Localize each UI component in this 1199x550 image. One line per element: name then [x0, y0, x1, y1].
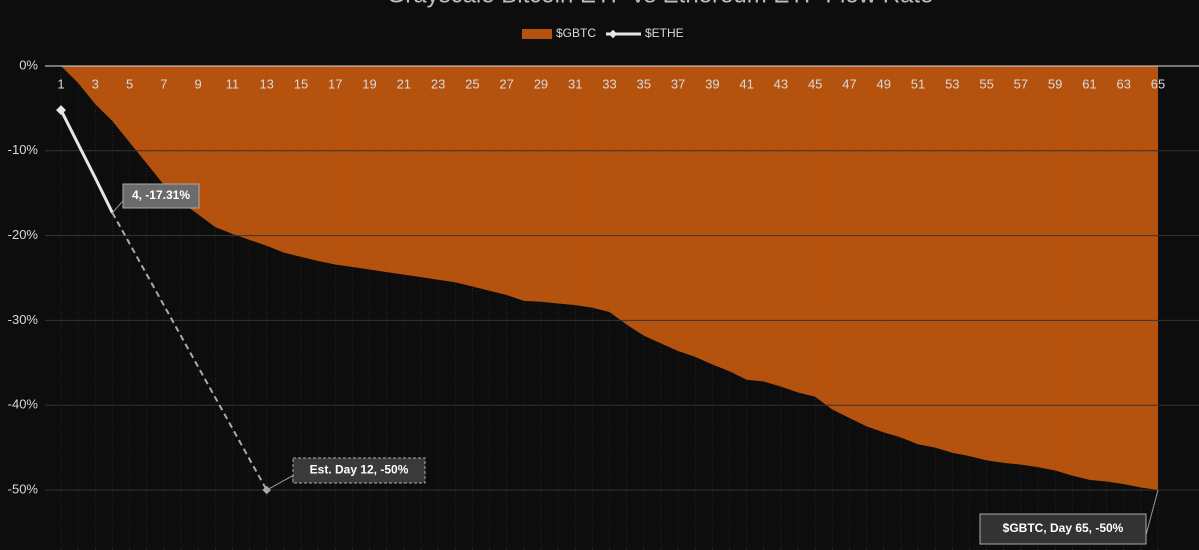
annotation-box: [979, 513, 1147, 545]
y-tick-label: -20%: [8, 227, 39, 242]
annotation-box: [292, 457, 426, 484]
legend-label: $ETHE: [645, 26, 684, 40]
x-tick-label: 7: [160, 76, 167, 91]
x-tick-label: 49: [877, 76, 891, 91]
y-tick-label: -40%: [8, 397, 39, 412]
annotation-connector: [1145, 489, 1159, 544]
x-tick-label: 11: [226, 76, 240, 91]
x-tick-label: 17: [328, 76, 342, 91]
x-tick-label: 27: [499, 76, 513, 91]
x-tick-label: 29: [534, 76, 548, 91]
x-tick-label: 5: [126, 76, 133, 91]
x-tick-label: 63: [1116, 76, 1130, 91]
x-tick-label: 1: [57, 76, 64, 91]
x-tick-label: 65: [1151, 76, 1165, 91]
ethe-marker: [56, 105, 66, 116]
x-tick-label: 35: [637, 76, 651, 91]
x-tick-label: 9: [195, 76, 202, 91]
x-tick-label: 61: [1082, 76, 1096, 91]
x-tick-label: 19: [362, 76, 376, 91]
annotation-box: [122, 183, 200, 209]
x-tick-label: 3: [92, 76, 99, 91]
x-tick-label: 23: [431, 76, 445, 91]
x-tick-label: 37: [671, 76, 685, 91]
x-tick-label: 39: [705, 76, 719, 91]
annotation-connector: [266, 474, 294, 491]
x-tick-label: 45: [808, 76, 822, 91]
ethe-line: [59, 109, 114, 214]
x-tick-label: 41: [739, 76, 753, 91]
annotation-connector: [112, 199, 124, 214]
x-tick-label: 31: [568, 76, 582, 91]
x-tick-label: 55: [979, 76, 993, 91]
x-tick-label: 13: [259, 76, 273, 91]
annotation-text: $GBTC, Day 65, -50%: [1003, 521, 1124, 535]
chart-title: Grayscale Bitcoin ETF vs Ethereum ETF Fl…: [387, 0, 934, 8]
x-tick-label: 15: [294, 76, 308, 91]
legend-swatch: [522, 29, 552, 39]
x-tick-label: 21: [397, 76, 411, 91]
x-tick-label: 25: [465, 76, 479, 91]
x-tick-label: 57: [1014, 76, 1028, 91]
x-tick-label: 43: [774, 76, 788, 91]
x-tick-label: 33: [602, 76, 616, 91]
y-tick-label: -50%: [8, 481, 39, 496]
x-tick-label: 53: [945, 76, 959, 91]
x-tick-label: 51: [911, 76, 925, 91]
y-tick-label: 0%: [19, 57, 38, 72]
projection-line: [111, 212, 268, 491]
legend-label: $GBTC: [556, 26, 596, 40]
y-tick-label: -10%: [8, 142, 39, 157]
legend-diamond: [608, 29, 618, 39]
y-tick-label: -30%: [8, 312, 39, 327]
annotation-text: Est. Day 12, -50%: [310, 463, 409, 477]
x-tick-label: 47: [842, 76, 856, 91]
x-tick-label: 59: [1048, 76, 1062, 91]
annotation-text: 4, -17.31%: [132, 188, 190, 202]
